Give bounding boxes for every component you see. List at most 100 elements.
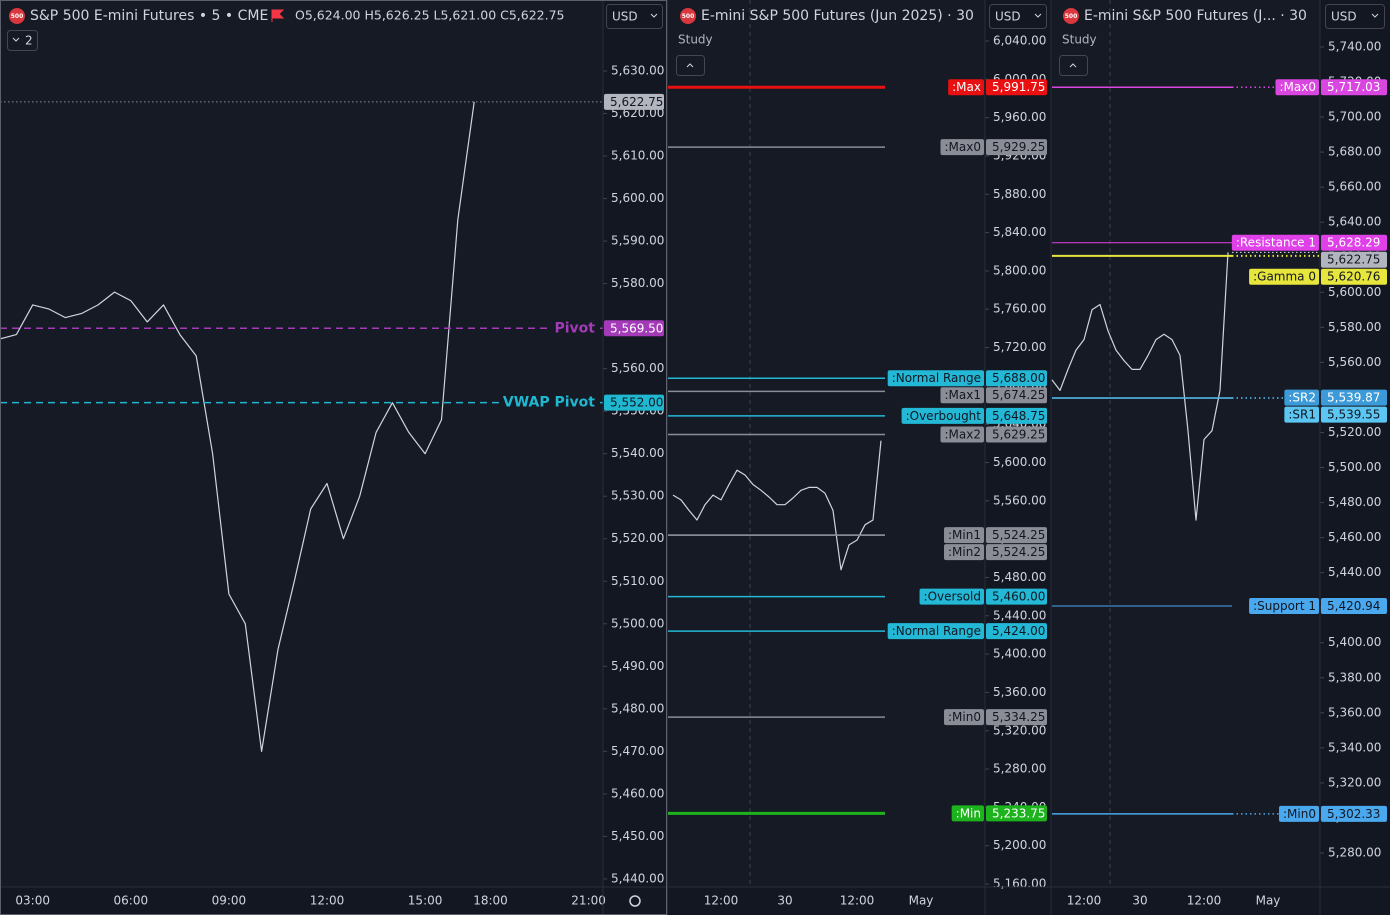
price-tag-label: 5,334.25 <box>992 710 1045 724</box>
level-tag-label: :Max <box>952 80 981 94</box>
price-tag <box>986 387 1047 404</box>
chevron <box>12 37 20 42</box>
y-tick-label: 5,360.00 <box>1328 705 1381 719</box>
x-tick-label: May <box>1256 894 1281 908</box>
logo-text: 500 <box>11 13 24 20</box>
y-tick-label: 5,280.00 <box>993 762 1046 776</box>
y-tick-label: 5,700.00 <box>1328 110 1381 124</box>
level-tag-label: :Min2 <box>948 545 981 559</box>
level-tag <box>940 387 984 404</box>
price-tag <box>986 527 1047 544</box>
y-tick-label: 5,510.00 <box>611 574 664 588</box>
level-tag-label: :Gamma 0 <box>1253 270 1316 284</box>
x-tick-label: May <box>909 894 934 908</box>
currency-select[interactable] <box>606 4 663 29</box>
y-tick-label: 5,280.00 <box>1328 846 1381 860</box>
y-tick-label: 5,600.00 <box>611 191 664 205</box>
y-tick-label: 5,580.00 <box>611 276 664 290</box>
price-tag-label: 5,302.33 <box>1327 807 1380 821</box>
y-tick-label: 5,460.00 <box>1328 530 1381 544</box>
level-tag <box>940 139 984 156</box>
level-tag <box>919 588 984 605</box>
price-tag-label: 5,424.00 <box>992 624 1045 638</box>
pane-toggle[interactable] <box>7 30 38 51</box>
x-tick-label: 03:00 <box>15 894 50 908</box>
level-tag-label: :Resistance 1 <box>1236 236 1316 250</box>
level-tag <box>944 709 984 726</box>
level-tag <box>1284 406 1319 423</box>
level-tag <box>1231 234 1319 251</box>
price-tag-label: 5,620.76 <box>1327 270 1380 284</box>
price-tag <box>1321 268 1387 285</box>
y-tick-label: 5,880.00 <box>993 187 1046 201</box>
level-tag <box>940 426 984 443</box>
study-label: Study <box>678 33 713 47</box>
level-tag-label: :Max0 <box>1280 80 1317 94</box>
flag-icon[interactable] <box>271 9 285 22</box>
y-tick-label: 5,520.00 <box>611 531 664 545</box>
settings-icon[interactable] <box>629 895 641 907</box>
y-tick-label: 5,440.00 <box>993 608 1046 622</box>
level-tag-label: :SR1 <box>1288 408 1316 422</box>
level-tag <box>948 79 984 96</box>
level-tag-label: :SR2 <box>1288 391 1316 405</box>
y-tick-label: 5,480.00 <box>611 701 664 715</box>
y-tick-label: 5,360.00 <box>993 685 1046 699</box>
price-tag <box>604 93 664 110</box>
level-label-bg <box>550 319 599 338</box>
currency-select[interactable] <box>1325 4 1385 29</box>
y-tick-label: 5,660.00 <box>1328 180 1381 194</box>
y-tick-label: 5,740.00 <box>1328 39 1381 53</box>
collapse-button[interactable] <box>676 55 705 76</box>
y-tick-label: 5,380.00 <box>1328 670 1381 684</box>
level-tag <box>1249 268 1319 285</box>
x-tick-label: 12:00 <box>1067 894 1102 908</box>
y-tick-label: 5,580.00 <box>1328 320 1381 334</box>
legend-header: 500 E-mini S&P 500 Futures (Jun 2025) · … <box>676 4 1047 76</box>
chevron <box>686 63 694 68</box>
level-tag <box>1275 79 1319 96</box>
y-tick-label: 5,500.00 <box>611 616 664 630</box>
y-tick-label: 5,640.00 <box>1328 215 1381 229</box>
currency-label: USD <box>1331 10 1357 24</box>
level-tag <box>1249 598 1319 615</box>
level-tag-label: :Min0 <box>948 710 981 724</box>
level-tag-label: :Normal Range <box>892 624 981 638</box>
level-tag <box>887 370 984 387</box>
price-tag <box>1321 598 1387 615</box>
price-line <box>672 440 882 571</box>
currency-select[interactable] <box>989 4 1047 29</box>
y-tick-label: 5,560.00 <box>993 493 1046 507</box>
y-tick-label: 5,540.00 <box>611 446 664 460</box>
chevron <box>1371 13 1379 18</box>
level-tag <box>1279 805 1319 822</box>
level-tag-label: :Min <box>956 806 981 820</box>
price-tag <box>1321 406 1387 423</box>
level-tag <box>944 544 984 561</box>
y-tick-label: 5,530.00 <box>611 489 664 503</box>
price-tag <box>1321 79 1387 96</box>
logo-text: 500 <box>1065 13 1078 20</box>
y-tick-label: 5,610.00 <box>611 149 664 163</box>
level-tag <box>951 805 984 822</box>
chevron <box>1034 13 1042 18</box>
price-tag-label: 5,569.50 <box>610 321 663 335</box>
price-tag-label: 5,420.94 <box>1327 599 1380 613</box>
price-tag-label: 5,674.25 <box>992 388 1045 402</box>
price-tag <box>986 139 1047 156</box>
symbol-title[interactable]: E-mini S&P 500 Futures (J... · 30 <box>1084 8 1307 24</box>
x-tick-label: 21:00 <box>571 894 606 908</box>
price-tag-label: 5,628.29 <box>1327 236 1380 250</box>
legend-header: 500 S&P 500 E-mini Futures • 5 • CME O5,… <box>7 4 663 907</box>
price-tag <box>1321 389 1387 406</box>
x-tick-label: 30 <box>777 894 792 908</box>
collapse-button[interactable] <box>1059 55 1088 76</box>
price-tag-label: 5,539.55 <box>1327 408 1380 422</box>
symbol-title[interactable]: S&P 500 E-mini Futures • 5 • CME <box>30 8 268 24</box>
price-tag <box>986 588 1047 605</box>
level-tag-label: :Max2 <box>945 427 982 441</box>
symbol-title[interactable]: E-mini S&P 500 Futures (Jun 2025) · 30 <box>701 8 974 24</box>
symbol-logo <box>1063 8 1079 24</box>
price-tag-label: 5,524.25 <box>992 545 1045 559</box>
